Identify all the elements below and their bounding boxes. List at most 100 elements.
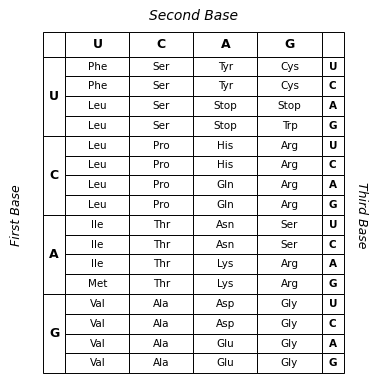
Text: C: C xyxy=(329,161,337,170)
Text: Arg: Arg xyxy=(280,200,298,210)
Text: Gln: Gln xyxy=(217,200,234,210)
Bar xyxy=(65,294,129,314)
Text: A: A xyxy=(329,339,337,349)
Text: Third Base: Third Base xyxy=(355,182,368,248)
Bar xyxy=(129,254,193,274)
Text: Arg: Arg xyxy=(280,180,298,190)
Text: Asp: Asp xyxy=(216,299,235,309)
Text: Gly: Gly xyxy=(281,319,298,329)
Text: Thr: Thr xyxy=(153,259,170,270)
Bar xyxy=(257,96,321,116)
Text: Ile: Ile xyxy=(91,240,103,250)
Text: First Base: First Base xyxy=(10,184,23,246)
Text: Ile: Ile xyxy=(91,259,103,270)
Bar xyxy=(193,175,257,195)
Text: G: G xyxy=(328,358,337,368)
Text: U: U xyxy=(328,299,337,309)
Bar xyxy=(321,77,344,96)
Text: Pro: Pro xyxy=(153,141,170,151)
Text: U: U xyxy=(328,61,337,72)
Bar xyxy=(129,136,193,156)
Bar xyxy=(65,314,129,334)
Text: G: G xyxy=(328,121,337,131)
Bar xyxy=(129,175,193,195)
Text: Pro: Pro xyxy=(153,180,170,190)
Text: C: C xyxy=(329,81,337,91)
Text: Phe: Phe xyxy=(88,81,107,91)
Bar xyxy=(193,254,257,274)
Bar xyxy=(321,294,344,314)
Bar xyxy=(129,314,193,334)
Text: A: A xyxy=(221,38,230,51)
Bar xyxy=(321,254,344,274)
Text: Tyr: Tyr xyxy=(218,81,233,91)
Bar xyxy=(129,116,193,136)
Text: C: C xyxy=(329,240,337,250)
Text: Stop: Stop xyxy=(214,121,237,131)
Bar xyxy=(129,235,193,254)
Bar xyxy=(193,215,257,235)
Text: Leu: Leu xyxy=(88,121,107,131)
Bar xyxy=(257,294,321,314)
Text: Leu: Leu xyxy=(88,180,107,190)
Bar xyxy=(257,334,321,354)
Bar xyxy=(129,96,193,116)
Bar xyxy=(65,254,129,274)
Text: A: A xyxy=(329,101,337,111)
Text: Met: Met xyxy=(88,279,107,289)
Bar xyxy=(129,57,193,77)
Bar xyxy=(321,175,344,195)
Bar xyxy=(43,32,65,57)
Bar xyxy=(321,32,344,57)
Text: Ala: Ala xyxy=(153,299,170,309)
Bar xyxy=(321,274,344,294)
Text: Ser: Ser xyxy=(281,240,298,250)
Bar xyxy=(321,136,344,156)
Text: Asp: Asp xyxy=(216,319,235,329)
Text: Arg: Arg xyxy=(280,161,298,170)
Bar xyxy=(129,32,193,57)
Bar xyxy=(193,294,257,314)
Text: Arg: Arg xyxy=(280,259,298,270)
Text: Val: Val xyxy=(90,319,105,329)
Bar xyxy=(193,334,257,354)
Text: Thr: Thr xyxy=(153,279,170,289)
Text: C: C xyxy=(329,319,337,329)
Text: Lys: Lys xyxy=(217,279,234,289)
Text: G: G xyxy=(49,327,59,340)
Text: Pro: Pro xyxy=(153,200,170,210)
Bar xyxy=(257,254,321,274)
Text: Gly: Gly xyxy=(281,299,298,309)
Text: U: U xyxy=(49,90,59,103)
Bar xyxy=(321,57,344,77)
Text: Gly: Gly xyxy=(281,358,298,368)
Text: Lys: Lys xyxy=(217,259,234,270)
Bar xyxy=(65,136,129,156)
Bar xyxy=(193,32,257,57)
Text: Ser: Ser xyxy=(281,220,298,230)
Bar xyxy=(65,215,129,235)
Bar xyxy=(321,96,344,116)
Text: Gly: Gly xyxy=(281,339,298,349)
Bar xyxy=(321,195,344,215)
Text: U: U xyxy=(328,220,337,230)
Bar xyxy=(257,136,321,156)
Text: A: A xyxy=(49,248,59,261)
Bar xyxy=(193,195,257,215)
Bar xyxy=(257,215,321,235)
Bar xyxy=(257,77,321,96)
Bar xyxy=(65,96,129,116)
Bar xyxy=(65,354,129,373)
Text: Val: Val xyxy=(90,339,105,349)
Text: G: G xyxy=(328,200,337,210)
Bar xyxy=(257,57,321,77)
Text: Second Base: Second Base xyxy=(149,9,238,23)
Text: Thr: Thr xyxy=(153,220,170,230)
Text: Ala: Ala xyxy=(153,319,170,329)
Bar xyxy=(129,195,193,215)
Bar xyxy=(193,136,257,156)
Text: Glu: Glu xyxy=(217,339,234,349)
Text: Leu: Leu xyxy=(88,200,107,210)
Text: Val: Val xyxy=(90,358,105,368)
Bar xyxy=(43,136,65,215)
